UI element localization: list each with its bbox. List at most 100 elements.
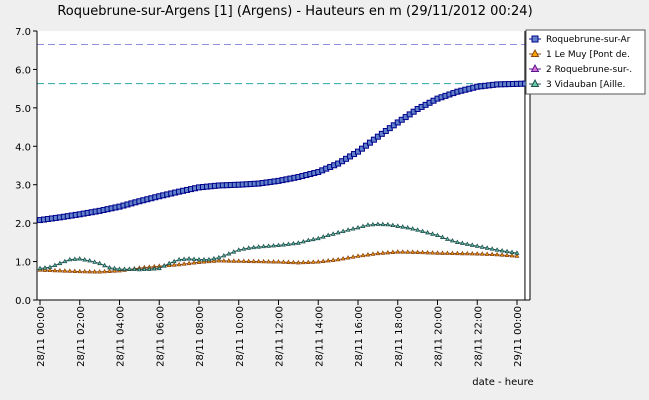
series-point-1 bbox=[405, 249, 411, 254]
series-point-1 bbox=[355, 253, 361, 258]
series-point-3 bbox=[489, 246, 495, 251]
y-tick-label: 7.0 bbox=[15, 27, 31, 38]
series-point-3 bbox=[375, 221, 381, 226]
series-point-1 bbox=[494, 251, 500, 257]
plot-layer: 0.0 1.0 2.0 3.0 4.0 5.0 6.0 7.0 28/11 00:00 28/11… bbox=[15, 27, 531, 367]
series-point-1 bbox=[474, 251, 480, 256]
series-point-1 bbox=[385, 249, 391, 255]
x-tick-label: 29/11 00:00 bbox=[513, 306, 524, 367]
series-point-1 bbox=[300, 259, 306, 265]
series-point-3 bbox=[251, 244, 257, 250]
series-point-1 bbox=[241, 258, 247, 263]
series-point-3 bbox=[136, 266, 142, 272]
series-point-1 bbox=[420, 249, 426, 255]
x-axis-label: date - heure bbox=[472, 377, 533, 388]
series-point-1 bbox=[459, 250, 465, 256]
series-point-3 bbox=[221, 252, 227, 258]
series-point-1 bbox=[345, 255, 351, 260]
series-point-3 bbox=[380, 221, 386, 227]
series-point-3 bbox=[464, 241, 470, 246]
series-point-3 bbox=[47, 264, 53, 269]
series-point-1 bbox=[246, 258, 252, 263]
series-point-3 bbox=[126, 266, 132, 271]
series-point-1 bbox=[370, 251, 376, 256]
x-tick-label: 28/11 10:00 bbox=[235, 306, 246, 367]
series-point-3 bbox=[435, 232, 440, 238]
series-point-1 bbox=[191, 260, 197, 265]
x-tick-label: 28/11 18:00 bbox=[394, 306, 405, 367]
series-point-1 bbox=[171, 262, 177, 267]
series-point-1 bbox=[509, 252, 515, 258]
x-tick-label: 28/11 22:00 bbox=[473, 306, 484, 367]
series-point-3 bbox=[72, 256, 78, 261]
series-point-1 bbox=[92, 269, 98, 274]
series-point-1 bbox=[430, 250, 436, 255]
series-point-3 bbox=[509, 249, 515, 254]
series-point-3 bbox=[146, 266, 152, 271]
series-point-3 bbox=[365, 222, 371, 227]
series-point-3 bbox=[236, 247, 242, 252]
series-point-3 bbox=[181, 256, 187, 261]
series-point-3 bbox=[305, 237, 311, 243]
series-point-3 bbox=[479, 244, 485, 249]
series-point-3 bbox=[335, 229, 341, 235]
series-point-3 bbox=[315, 235, 321, 241]
series-point-1 bbox=[479, 251, 485, 256]
legend-label-0: Roquebrune-sur-Ar bbox=[546, 35, 631, 45]
series-point-3 bbox=[117, 266, 122, 271]
legend-marker-0 bbox=[531, 35, 539, 43]
series-point-3 bbox=[276, 242, 281, 248]
series-point-1 bbox=[62, 268, 68, 273]
series-point-3 bbox=[405, 224, 411, 230]
y-tick-label: 2.0 bbox=[15, 219, 31, 230]
series-point-1 bbox=[52, 267, 58, 273]
x-tick-label: 28/11 16:00 bbox=[354, 306, 365, 367]
series-point-1 bbox=[330, 257, 336, 262]
series-point-3 bbox=[350, 226, 356, 231]
series-point-1 bbox=[231, 258, 237, 263]
series-point-3 bbox=[37, 265, 43, 271]
series-point-3 bbox=[425, 229, 431, 235]
series-point-1 bbox=[514, 253, 520, 258]
series-point-1 bbox=[261, 258, 267, 264]
series-point-3 bbox=[121, 266, 127, 271]
series-point-3 bbox=[449, 238, 455, 243]
series-point-3 bbox=[266, 243, 272, 248]
series-point-1 bbox=[276, 259, 281, 264]
series-point-3 bbox=[141, 266, 147, 272]
series-point-1 bbox=[201, 259, 207, 264]
series-point-3 bbox=[385, 221, 391, 227]
legend: Roquebrune-sur-Ar 1 Le Muy [Pont de. 2 Roq… bbox=[525, 29, 646, 95]
series-point-3 bbox=[494, 247, 500, 252]
series-point-3 bbox=[290, 240, 296, 246]
series-point-3 bbox=[420, 228, 426, 234]
series-point-3 bbox=[499, 247, 505, 253]
series-point-1 bbox=[489, 251, 495, 257]
series-point-1 bbox=[271, 259, 277, 264]
series-point-1 bbox=[325, 257, 331, 263]
series-point-3 bbox=[67, 256, 73, 262]
series-point-3 bbox=[340, 228, 346, 234]
series-point-1 bbox=[221, 258, 227, 263]
series-point-3 bbox=[271, 242, 277, 248]
legend-marker-2 bbox=[530, 63, 540, 72]
series-point-3 bbox=[330, 231, 336, 236]
series-point-1 bbox=[395, 249, 401, 254]
series-point-3 bbox=[62, 258, 68, 264]
series-point-3 bbox=[216, 254, 222, 260]
series-point-1 bbox=[47, 267, 53, 273]
series-point-1 bbox=[435, 250, 440, 255]
series-point-3 bbox=[454, 239, 460, 244]
series-point-3 bbox=[246, 245, 252, 250]
series-point-3 bbox=[97, 260, 103, 266]
series-point-1 bbox=[464, 250, 470, 256]
series-point-1 bbox=[295, 259, 301, 265]
series-point-3 bbox=[256, 244, 262, 249]
series-point-3 bbox=[280, 242, 286, 247]
series-point-1 bbox=[315, 259, 321, 264]
series-point-1 bbox=[102, 268, 108, 274]
x-tick-label: 28/11 08:00 bbox=[195, 306, 206, 367]
series-point-3 bbox=[107, 264, 113, 270]
